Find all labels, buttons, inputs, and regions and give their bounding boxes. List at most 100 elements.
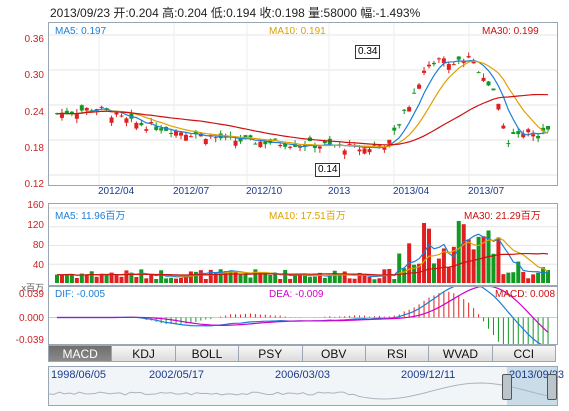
timeline-navigator[interactable]: 1998/06/05 2002/05/17 2006/03/03 2009/12… bbox=[48, 366, 564, 406]
x-tick: 2012/04 bbox=[98, 186, 135, 197]
volume-bar bbox=[377, 278, 382, 283]
volume-bar bbox=[253, 269, 258, 283]
candle-body bbox=[397, 124, 402, 126]
timeline-left-handle[interactable] bbox=[502, 374, 512, 400]
candle-body bbox=[436, 58, 441, 60]
candle-body bbox=[288, 146, 293, 148]
tab-kdj[interactable]: KDJ bbox=[112, 345, 176, 362]
volume-bar bbox=[188, 271, 193, 283]
candle-body bbox=[273, 138, 278, 140]
tab-obv[interactable]: OBV bbox=[302, 345, 366, 362]
candle-body bbox=[506, 143, 511, 145]
volume-bar bbox=[149, 274, 154, 283]
volume-bar bbox=[238, 274, 243, 283]
candle-body bbox=[179, 132, 183, 136]
price-panel[interactable]: MA5: 0.197 MA10: 0.191 MA30: 0.199 0.34 … bbox=[48, 22, 558, 186]
candle-body bbox=[402, 109, 407, 111]
candle-body bbox=[193, 131, 198, 135]
candle-body bbox=[258, 141, 263, 148]
candle-body bbox=[546, 126, 551, 130]
candle-body bbox=[417, 84, 422, 89]
volume-bar bbox=[526, 278, 531, 283]
dea-line bbox=[57, 287, 549, 333]
candle-body bbox=[243, 135, 248, 138]
volume-bar bbox=[99, 275, 104, 283]
volume-bar bbox=[248, 277, 253, 283]
volume-bar bbox=[263, 273, 268, 283]
candle-body bbox=[496, 103, 501, 110]
vol-ma30-line bbox=[56, 252, 549, 276]
volume-bar bbox=[218, 269, 223, 283]
candle-body bbox=[377, 145, 382, 147]
volume-bar bbox=[278, 278, 283, 283]
volume-bar bbox=[183, 275, 188, 283]
tab-cci[interactable]: CCI bbox=[492, 345, 556, 362]
volume-bar bbox=[441, 248, 446, 283]
x-tick: 2013/07 bbox=[468, 186, 505, 197]
macd-y-tick: 0.039 bbox=[18, 289, 44, 300]
macd-panel[interactable]: DIF: -0.005 DEA: -0.009 MACD: 0.008 bbox=[48, 286, 558, 345]
volume-bar bbox=[372, 279, 377, 283]
volume-bar bbox=[303, 275, 307, 283]
volume-bar bbox=[104, 274, 109, 283]
volume-bar bbox=[397, 253, 402, 283]
price-chart bbox=[49, 23, 557, 185]
candle-body bbox=[218, 133, 223, 139]
candle-body bbox=[312, 145, 317, 148]
candle-body bbox=[476, 72, 481, 74]
volume-bar bbox=[243, 274, 248, 283]
tab-rsi[interactable]: RSI bbox=[365, 345, 430, 362]
candle-body bbox=[154, 126, 159, 130]
candle-body bbox=[79, 105, 84, 111]
x-tick: 2013 bbox=[328, 186, 351, 197]
volume-bar bbox=[392, 279, 397, 283]
volume-bar bbox=[79, 273, 84, 283]
volume-bar bbox=[119, 276, 124, 283]
timeline-line bbox=[49, 382, 557, 400]
candle-body bbox=[501, 125, 506, 129]
timeline-right-handle[interactable] bbox=[547, 374, 557, 400]
candle-body bbox=[144, 129, 149, 131]
volume-chart bbox=[49, 207, 557, 283]
tab-psy[interactable]: PSY bbox=[239, 345, 303, 362]
volume-bar bbox=[322, 277, 327, 283]
volume-bar bbox=[164, 278, 169, 283]
timeline-label: 2006/03/03 bbox=[275, 369, 331, 381]
timeline-sparkline bbox=[49, 382, 557, 400]
vol-y-tick: 80 bbox=[32, 240, 44, 251]
candle-body bbox=[317, 146, 322, 149]
volume-bar bbox=[198, 270, 203, 283]
price-y-tick: 0.36 bbox=[24, 34, 44, 45]
volume-bar bbox=[501, 274, 506, 283]
candle-body bbox=[203, 139, 208, 145]
timeline-label: 1998/06/05 bbox=[51, 369, 107, 381]
candle-body bbox=[392, 127, 397, 131]
volume-bar bbox=[64, 274, 69, 283]
volume-bar bbox=[203, 278, 208, 283]
candle-body bbox=[124, 118, 129, 123]
x-tick: 2013/04 bbox=[393, 186, 430, 197]
volume-bar bbox=[258, 272, 263, 283]
candle-body bbox=[169, 132, 174, 134]
volume-panel[interactable]: MA5: 11.96百万 MA10: 17.51百万 MA30: 21.29百万 bbox=[48, 203, 558, 286]
price-y-tick: 0.12 bbox=[24, 179, 44, 190]
candle-body bbox=[382, 147, 387, 150]
volume-bar bbox=[109, 272, 114, 283]
candle-body bbox=[536, 135, 541, 139]
tab-macd[interactable]: MACD bbox=[48, 345, 113, 362]
volume-bar bbox=[451, 246, 456, 283]
volume-bar bbox=[367, 277, 372, 283]
volume-bar bbox=[357, 272, 362, 283]
tab-wvad[interactable]: WVAD bbox=[429, 345, 493, 362]
candle-body bbox=[521, 133, 526, 138]
macd-y-tick: 0.000 bbox=[18, 313, 44, 324]
candle-body bbox=[183, 134, 188, 141]
tab-boll[interactable]: BOLL bbox=[175, 345, 240, 362]
candle-body bbox=[541, 127, 546, 131]
candle-body bbox=[407, 107, 412, 112]
volume-bar bbox=[506, 272, 511, 283]
volume-bar bbox=[129, 272, 134, 283]
candle-body bbox=[427, 64, 431, 67]
volume-bar bbox=[436, 258, 441, 283]
volume-bar bbox=[283, 269, 288, 283]
